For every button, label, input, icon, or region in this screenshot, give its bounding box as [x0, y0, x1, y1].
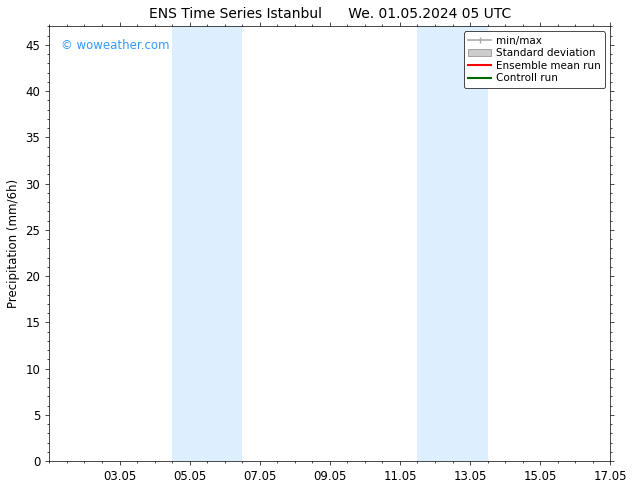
Y-axis label: Precipitation (mm/6h): Precipitation (mm/6h)	[7, 179, 20, 308]
Title: ENS Time Series Istanbul      We. 01.05.2024 05 UTC: ENS Time Series Istanbul We. 01.05.2024 …	[149, 7, 511, 21]
Legend: min/max, Standard deviation, Ensemble mean run, Controll run: min/max, Standard deviation, Ensemble me…	[464, 31, 605, 88]
Bar	[172, 26, 242, 461]
Bar	[470, 26, 488, 461]
Bar	[418, 26, 470, 461]
Text: © woweather.com: © woweather.com	[61, 39, 169, 52]
